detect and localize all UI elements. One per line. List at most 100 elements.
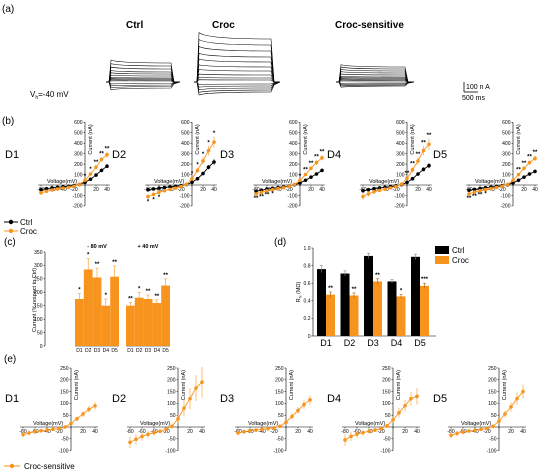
- ctrl-traces: [106, 59, 181, 91]
- significance-mark: *: [138, 286, 141, 292]
- trace-up: [106, 63, 180, 83]
- significance-mark: *: [299, 174, 302, 180]
- data-point: [87, 407, 91, 412]
- y-tick-label: 500: [74, 131, 83, 137]
- legend-e-label: Croc-sensitive: [24, 462, 75, 471]
- iv-panel-d2: -100-5050100150200250-80-60-40-202040Vol…: [126, 366, 205, 454]
- iv-panel-d5: -100-5050100150200250-80-60-40-202040Vol…: [447, 366, 526, 454]
- data-point: [385, 424, 389, 428]
- croc-traces: [194, 31, 281, 96]
- significance-mark: **: [154, 294, 159, 300]
- data-point: [361, 430, 365, 435]
- data-point: [254, 189, 258, 194]
- data-point: [94, 165, 98, 170]
- y-tick-label: 50: [278, 413, 284, 419]
- trace-up: [336, 71, 414, 83]
- data-point: [391, 418, 395, 422]
- data-point: [162, 188, 167, 193]
- data-point: [320, 156, 324, 160]
- data-point: [188, 396, 192, 401]
- data-point: [303, 172, 308, 177]
- trace-up: [336, 77, 414, 83]
- y-tick-label: 150: [488, 389, 497, 395]
- iv-label-b-d1: D1: [5, 149, 19, 161]
- y-axis-title: Current (nA): [396, 370, 402, 400]
- bar-d4: [101, 305, 111, 346]
- data-point: [75, 416, 79, 421]
- data-point: [39, 187, 43, 192]
- trace-down: [108, 81, 181, 89]
- category-label: D1: [76, 348, 83, 354]
- data-point: [190, 180, 194, 185]
- data-point: [168, 187, 172, 192]
- trace-title-croc: Croc: [212, 20, 235, 31]
- data-point: [503, 412, 507, 416]
- significance-mark: **: [254, 196, 259, 202]
- panel-label-d: (d): [274, 237, 286, 248]
- x-tick-label: 40: [520, 429, 526, 435]
- data-point: [303, 178, 308, 183]
- y-tick-label: -100: [500, 193, 510, 199]
- bar-croc-d5: [420, 285, 429, 336]
- y-tick-label: 250: [382, 366, 391, 372]
- trace-up: [336, 75, 414, 83]
- trace-title-croc-sensitive: Croc-sensitive: [335, 20, 404, 31]
- x-axis-title: Voltage(mV): [461, 421, 491, 427]
- legend-ctrl-label: Ctrl: [20, 218, 33, 227]
- y-tick-label: 150: [275, 389, 284, 395]
- y-tick-label: 300: [502, 151, 511, 157]
- y-tick-label: 500: [396, 131, 405, 137]
- data-point: [266, 426, 270, 431]
- legend-b: Ctrl Croc: [4, 218, 37, 236]
- data-point: [527, 172, 532, 176]
- data-point: [164, 427, 168, 431]
- significance-mark: **: [416, 152, 421, 158]
- x-tick-label: -80: [126, 429, 133, 435]
- data-point: [388, 186, 393, 190]
- bar-chart-d: 0 0.2 0.4 0.6 0.8 1.0 RN (MΩ) ** D1 ** D2 ** D3 * D4 **…: [296, 246, 436, 348]
- trace-up: [194, 31, 280, 83]
- data-point: [265, 188, 269, 193]
- data-point: [483, 187, 488, 192]
- data-point: [405, 176, 409, 181]
- data-point: [195, 176, 200, 181]
- data-point: [212, 160, 216, 164]
- data-point: [472, 187, 477, 192]
- y-tick-label: 100: [289, 172, 298, 178]
- y-tick-label: 600: [396, 120, 405, 126]
- data-point: [287, 184, 291, 189]
- data-point: [242, 429, 246, 434]
- legend-d: Ctrl Croc: [435, 246, 469, 265]
- trace-down: [196, 81, 281, 91]
- data-point: [128, 440, 132, 445]
- y-tick-label: 200: [60, 378, 69, 384]
- y-tick-label: 600: [181, 120, 190, 126]
- data-point: [276, 186, 280, 191]
- data-point: [270, 187, 275, 192]
- significance-mark: **: [146, 289, 151, 295]
- y-tick-label: 600: [289, 120, 298, 126]
- legend-d-croc-label: Croc: [452, 256, 469, 265]
- x-tick-label: 40: [104, 187, 110, 193]
- data-point: [372, 186, 376, 191]
- data-point: [168, 185, 172, 189]
- bar-d3: [143, 298, 153, 346]
- x-axis-title: Voltage(mV): [140, 421, 170, 427]
- y-tick-label: 250: [60, 366, 69, 372]
- data-point: [349, 434, 353, 439]
- significance-mark: **: [99, 152, 104, 158]
- y-tick-label: -50: [168, 437, 175, 443]
- legend-d-ctrl-swatch: [435, 246, 449, 254]
- bar-chart-c: 0 50 100 150 200 250 300 350 Current (% respect …: [32, 244, 170, 354]
- data-point: [377, 188, 382, 193]
- y-tick-label: 250: [34, 277, 43, 283]
- data-point: [146, 194, 150, 199]
- iv-label-e-d1: D1: [5, 393, 19, 405]
- data-point: [449, 433, 453, 438]
- y-tick-label: 50: [37, 330, 43, 336]
- data-point: [320, 168, 324, 173]
- panel-label-a: (a): [2, 4, 14, 15]
- y-tick-label: 100: [382, 401, 391, 407]
- y-tick-label: 350: [34, 250, 43, 256]
- y-tick-label: -50: [383, 437, 390, 443]
